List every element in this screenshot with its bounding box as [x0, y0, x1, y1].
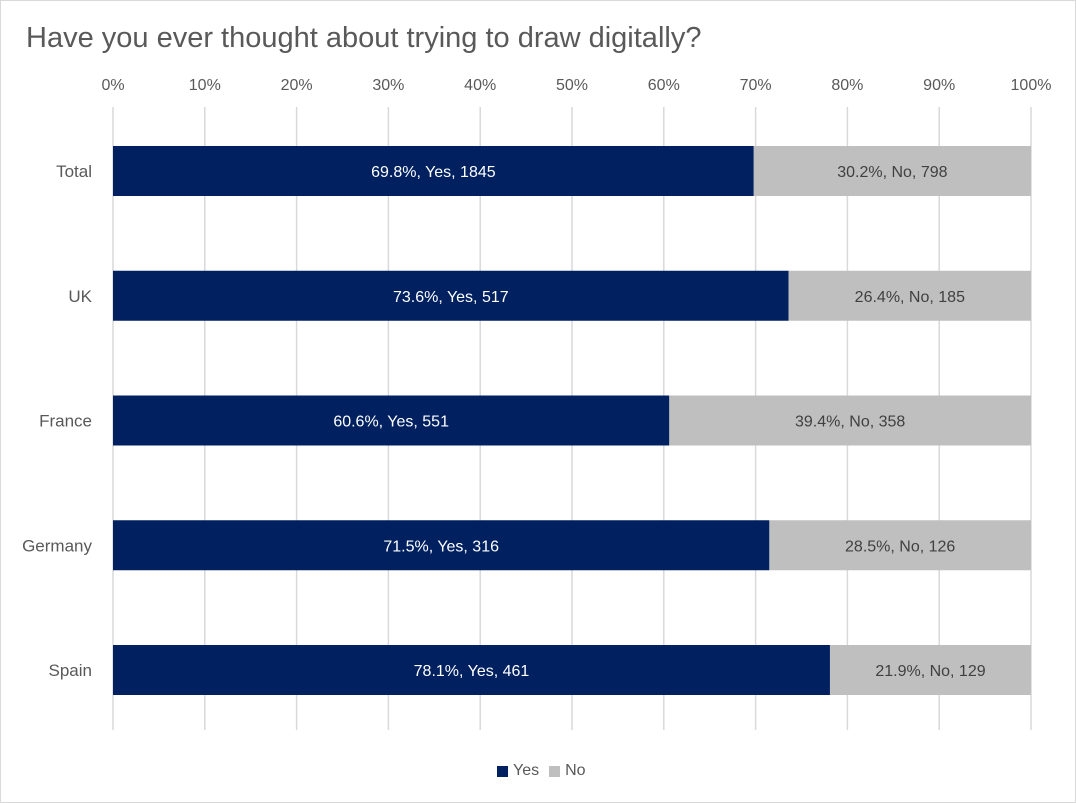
- legend: Yes No: [497, 762, 596, 780]
- data-label: 78.1%, Yes, 461: [414, 663, 530, 680]
- data-label: 60.6%, Yes, 551: [333, 414, 449, 431]
- bar-yes: [113, 645, 830, 695]
- category-label: Total: [56, 162, 92, 181]
- x-tick-label: 0%: [101, 77, 124, 94]
- legend-swatch-no: [549, 765, 561, 777]
- bar-no: [829, 645, 1031, 695]
- x-tick-label: 50%: [556, 77, 588, 94]
- category-label: France: [39, 412, 92, 431]
- bar-yes: [113, 395, 670, 446]
- bar-yes: [113, 146, 754, 196]
- data-label: 21.9%, No, 129: [875, 663, 985, 680]
- category-label: Spain: [49, 661, 92, 680]
- x-tick-label: 80%: [831, 77, 863, 94]
- bar-yes: [113, 270, 789, 321]
- legend-item-no: No: [549, 762, 586, 780]
- x-tick-label: 60%: [648, 77, 680, 94]
- bar-no: [753, 146, 1031, 196]
- chart-title: Have you ever thought about trying to dr…: [26, 22, 702, 54]
- x-tick-label: 10%: [189, 77, 221, 94]
- data-label: 39.4%, No, 358: [795, 414, 905, 431]
- bar-no: [788, 270, 1031, 321]
- bar-yes: [113, 520, 770, 571]
- x-axis-ticks: 0% 10% 20% 30% 40% 50% 60% 70% 80% 90% 100%: [101, 77, 1051, 94]
- category-label: Germany: [22, 536, 92, 555]
- x-tick-label: 100%: [1011, 77, 1052, 94]
- category-label: UK: [68, 287, 92, 306]
- data-label: 69.8%, Yes, 1845: [371, 164, 496, 181]
- x-tick-label: 70%: [740, 77, 772, 94]
- legend-item-yes: Yes: [497, 762, 539, 780]
- x-tick-label: 40%: [464, 77, 496, 94]
- x-tick-label: 30%: [372, 77, 404, 94]
- data-label: 73.6%, Yes, 517: [393, 289, 509, 306]
- x-tick-label: 90%: [923, 77, 955, 94]
- bars: 69.8%, Yes, 1845 30.2%, No, 798 73.6%, Yes…: [113, 146, 1031, 695]
- data-label: 26.4%, No, 185: [855, 289, 965, 306]
- data-label: 71.5%, Yes, 316: [383, 538, 499, 555]
- x-tick-label: 20%: [281, 77, 313, 94]
- bar-no: [669, 395, 1031, 446]
- data-label: 28.5%, No, 126: [845, 538, 955, 555]
- category-labels: Total UK France Germany Spain: [22, 162, 93, 680]
- legend-label-no: No: [565, 762, 586, 779]
- legend-swatch-yes: [497, 765, 508, 777]
- bar-no: [769, 520, 1031, 571]
- legend-label-yes: Yes: [513, 762, 540, 779]
- data-label: 30.2%, No, 798: [837, 164, 947, 181]
